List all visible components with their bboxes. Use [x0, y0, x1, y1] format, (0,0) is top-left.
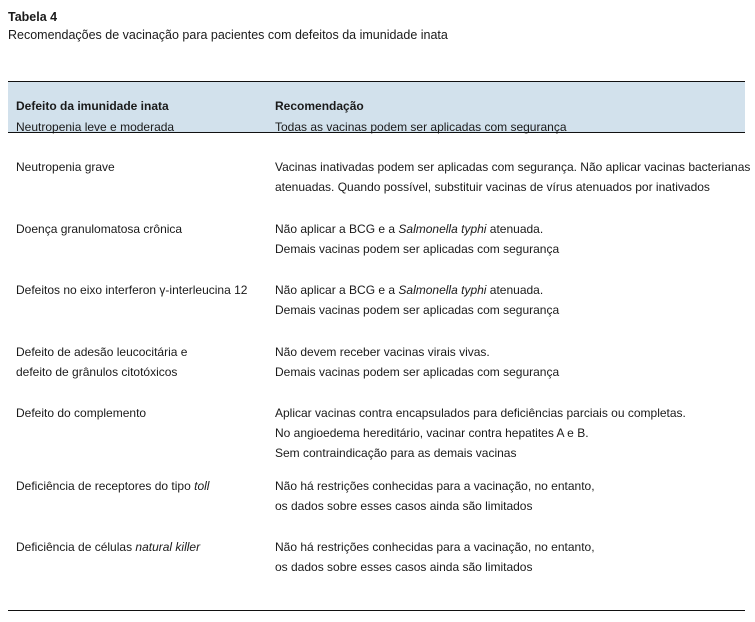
- text-line: Neutropenia leve e moderada: [16, 117, 271, 137]
- recommendation-cell: Vacinas inativadas podem ser aplicadas c…: [275, 157, 750, 197]
- text-segment: Neutropenia grave: [16, 160, 115, 174]
- text-line: os dados sobre esses casos ainda são lim…: [275, 557, 750, 577]
- text-line: atenuadas. Quando possível, substituir v…: [275, 177, 750, 197]
- text-line: Demais vacinas podem ser aplicadas com s…: [275, 300, 750, 320]
- table-header: Defeito da imunidade inata Recomendação: [8, 81, 745, 133]
- text-line: Demais vacinas podem ser aplicadas com s…: [275, 239, 750, 259]
- text-line: Demais vacinas podem ser aplicadas com s…: [275, 362, 750, 382]
- text-segment: Defeito de adesão leucocitária e: [16, 345, 188, 359]
- text-segment: Neutropenia leve e moderada: [16, 120, 175, 134]
- text-segment: atenuada.: [486, 283, 544, 297]
- table-subtitle: Recomendações de vacinação para paciente…: [8, 28, 448, 42]
- text-line: Defeito de adesão leucocitária e: [16, 342, 271, 362]
- defect-cell: Defeito do complemento: [16, 403, 271, 423]
- text-segment: Vacinas inativadas podem ser aplicadas c…: [275, 160, 751, 174]
- text-segment: Deficiência de receptores do tipo: [16, 479, 195, 493]
- text-segment: Não há restrições conhecidas para a vaci…: [275, 479, 595, 493]
- recommendation-cell: Não aplicar a BCG e a Salmonella typhi a…: [275, 219, 750, 259]
- text-line: Sem contraindicação para as demais vacin…: [275, 443, 750, 463]
- text-line: Aplicar vacinas contra encapsulados para…: [275, 403, 750, 423]
- text-segment: Defeitos no eixo interferon γ-interleuci…: [16, 283, 248, 297]
- text-line: Não aplicar a BCG e a Salmonella typhi a…: [275, 280, 750, 300]
- text-line: os dados sobre esses casos ainda são lim…: [275, 496, 750, 516]
- text-line: Doença granulomatosa crônica: [16, 219, 271, 239]
- defect-cell: Doença granulomatosa crônica: [16, 219, 271, 239]
- defect-cell: Deficiência de receptores do tipo toll: [16, 476, 271, 496]
- text-segment: Demais vacinas podem ser aplicadas com s…: [275, 242, 560, 256]
- recommendation-cell: Todas as vacinas podem ser aplicadas com…: [275, 117, 750, 137]
- recommendation-cell: Não há restrições conhecidas para a vaci…: [275, 537, 750, 577]
- recommendation-cell: Não devem receber vacinas virais vivas. D…: [275, 342, 750, 382]
- text-segment: Doença granulomatosa crônica: [16, 222, 183, 236]
- text-segment: Sem contraindicação para as demais vacin…: [275, 446, 517, 460]
- text-segment: Demais vacinas podem ser aplicadas com s…: [275, 365, 560, 379]
- text-line: No angioedema hereditário, vacinar contr…: [275, 423, 750, 443]
- text-line: Não há restrições conhecidas para a vaci…: [275, 537, 750, 557]
- text-segment: atenuada.: [486, 222, 544, 236]
- text-segment: Não devem receber vacinas virais vivas.: [275, 345, 490, 359]
- text-segment: defeito de grânulos citotóxicos: [16, 365, 178, 379]
- text-segment: os dados sobre esses casos ainda são lim…: [275, 499, 533, 513]
- text-segment: Deficiência de células: [16, 540, 136, 554]
- text-segment: Não aplicar a BCG e a: [275, 283, 399, 297]
- text-line: Defeito do complemento: [16, 403, 271, 423]
- text-line: Não há restrições conhecidas para a vaci…: [275, 476, 750, 496]
- italic-term: Salmonella typhi: [398, 222, 487, 236]
- text-line: Vacinas inativadas podem ser aplicadas c…: [275, 157, 750, 177]
- text-line: Defeitos no eixo interferon γ-interleuci…: [16, 280, 271, 300]
- text-segment: Não aplicar a BCG e a: [275, 222, 399, 236]
- defect-cell: Neutropenia grave: [16, 157, 271, 177]
- text-line: defeito de grânulos citotóxicos: [16, 362, 271, 382]
- text-segment: Demais vacinas podem ser aplicadas com s…: [275, 303, 560, 317]
- recommendation-cell: Não aplicar a BCG e a Salmonella typhi a…: [275, 280, 750, 320]
- text-segment: Defeito do complemento: [16, 406, 147, 420]
- header-defect: Defeito da imunidade inata: [16, 99, 169, 113]
- text-segment: Aplicar vacinas contra encapsulados para…: [275, 406, 686, 420]
- text-line: Não devem receber vacinas virais vivas.: [275, 342, 750, 362]
- text-line: Não aplicar a BCG e a Salmonella typhi a…: [275, 219, 750, 239]
- bottom-rule: [8, 610, 745, 611]
- defect-cell: Neutropenia leve e moderada: [16, 117, 271, 137]
- italic-term: toll: [194, 479, 210, 493]
- table-title: Tabela 4: [8, 10, 58, 24]
- text-segment: os dados sobre esses casos ainda são lim…: [275, 560, 533, 574]
- header-recommendation: Recomendação: [275, 99, 364, 113]
- text-segment: No angioedema hereditário, vacinar contr…: [275, 426, 589, 440]
- text-segment: atenuadas. Quando possível, substituir v…: [275, 180, 710, 194]
- text-segment: Não há restrições conhecidas para a vaci…: [275, 540, 595, 554]
- defect-cell: Defeitos no eixo interferon γ-interleuci…: [16, 280, 271, 300]
- text-line: Deficiência de receptores do tipo toll: [16, 476, 271, 496]
- text-segment: Todas as vacinas podem ser aplicadas com…: [275, 120, 567, 134]
- recommendation-cell: Aplicar vacinas contra encapsulados para…: [275, 403, 750, 463]
- text-line: Deficiência de células natural killer: [16, 537, 271, 557]
- defect-cell: Defeito de adesão leucocitária e defeito …: [16, 342, 271, 382]
- text-line: Todas as vacinas podem ser aplicadas com…: [275, 117, 750, 137]
- italic-term: Salmonella typhi: [398, 283, 487, 297]
- recommendation-cell: Não há restrições conhecidas para a vaci…: [275, 476, 750, 516]
- italic-term: natural killer: [135, 540, 201, 554]
- defect-cell: Deficiência de células natural killer: [16, 537, 271, 557]
- text-line: Neutropenia grave: [16, 157, 271, 177]
